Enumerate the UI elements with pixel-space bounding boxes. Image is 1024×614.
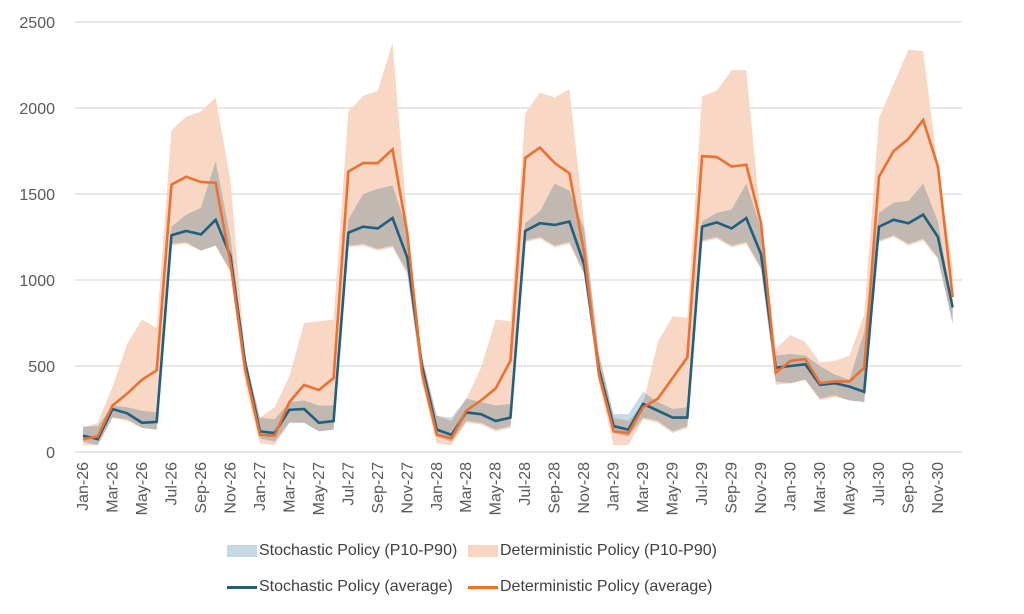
x-tick-label: Nov-30 [930, 462, 947, 514]
x-tick-label: Jan-28 [429, 462, 446, 511]
y-axis-ticks: 0 500 1000 1500 2000 2500 [19, 15, 55, 462]
legend-swatch-stochastic-line [227, 585, 257, 589]
legend-label: Deterministic Policy (P10-P90) [500, 542, 717, 559]
x-tick-label: May-30 [841, 462, 858, 515]
x-tick-label: Jan-29 [606, 462, 623, 511]
x-tick-label: Jan-30 [783, 462, 800, 511]
x-tick-label: Mar-28 [458, 462, 475, 513]
x-tick-label: Sep-28 [547, 462, 564, 514]
y-tick-label: 2000 [19, 101, 55, 118]
x-tick-label: Mar-29 [635, 462, 652, 513]
x-tick-label: Sep-29 [724, 462, 741, 514]
legend-item-deterministic-band: Deterministic Policy (P10-P90) [468, 542, 717, 560]
legend-swatch-deterministic-line [468, 585, 498, 589]
x-tick-label: Jul-28 [517, 462, 534, 506]
x-tick-label: May-26 [134, 462, 151, 515]
legend-item-stochastic-band: Stochastic Policy (P10-P90) [227, 542, 457, 560]
deterministic-average-line [82, 117, 954, 441]
x-tick-label: Nov-29 [753, 462, 770, 514]
x-tick-label: Sep-30 [900, 462, 917, 514]
y-tick-label: 1500 [19, 187, 55, 204]
lines [82, 117, 954, 441]
legend-item-stochastic-line: Stochastic Policy (average) [227, 578, 453, 596]
x-tick-label: Sep-26 [193, 462, 210, 514]
x-tick-label: Jul-27 [340, 462, 357, 506]
x-tick-label: Nov-27 [399, 462, 416, 514]
stochastic-band [83, 161, 953, 446]
x-tick-label: Sep-27 [370, 462, 387, 514]
x-tick-label: Mar-30 [812, 462, 829, 513]
x-tick-label: Nov-26 [222, 462, 239, 514]
y-tick-label: 500 [28, 359, 55, 376]
x-tick-label: May-29 [665, 462, 682, 515]
y-tick-label: 2500 [19, 15, 55, 32]
x-axis-ticks: Jan-26 Mar-26 May-26 Jul-26 Sep-26 Nov-26 Jan-… [75, 462, 947, 515]
x-tick-label: May-27 [311, 462, 328, 515]
x-tick-label: Jan-26 [75, 462, 92, 511]
x-tick-label: Jul-30 [871, 462, 888, 506]
y-tick-label: 1000 [19, 273, 55, 290]
legend-item-deterministic-line: Deterministic Policy (average) [468, 578, 713, 596]
x-tick-label: Jan-27 [252, 462, 269, 511]
x-tick-label: May-28 [488, 462, 505, 515]
x-tick-label: Mar-26 [104, 462, 121, 513]
x-tick-label: Mar-27 [281, 462, 298, 513]
x-tick-label: Jul-29 [694, 462, 711, 506]
x-tick-label: Jul-26 [163, 462, 180, 506]
legend-swatch-stochastic-band [227, 545, 257, 557]
legend-swatch-deterministic-band [468, 545, 498, 557]
legend-label: Deterministic Policy (average) [500, 578, 713, 595]
x-tick-label: Nov-28 [576, 462, 593, 514]
legend-label: Stochastic Policy (P10-P90) [259, 542, 458, 559]
legend-label: Stochastic Policy (average) [259, 578, 453, 595]
y-tick-label: 0 [46, 445, 55, 462]
